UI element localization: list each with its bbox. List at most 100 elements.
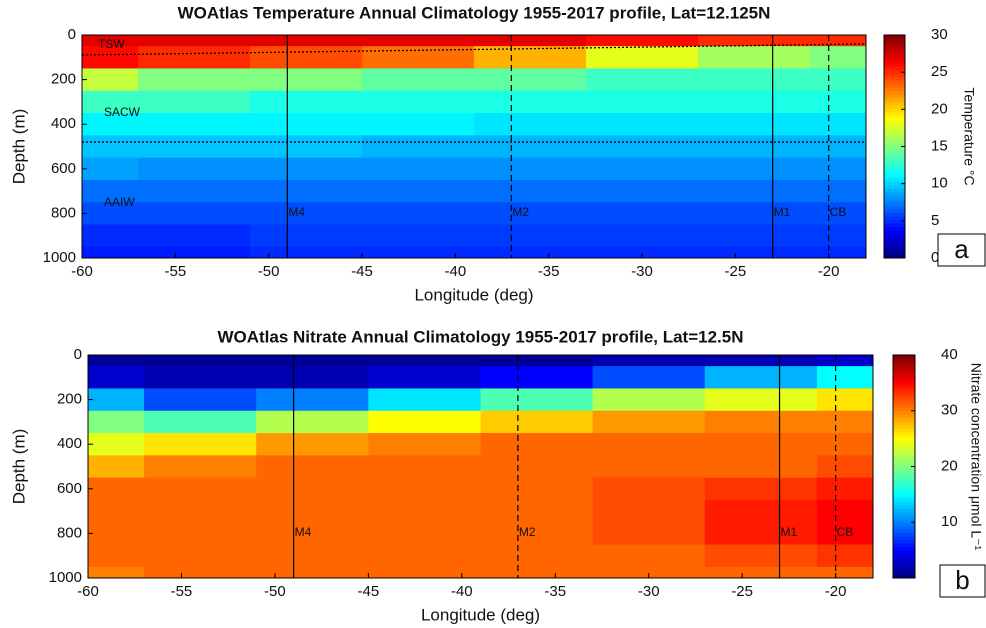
heat-cell xyxy=(474,246,587,259)
x-tick-label: -20 xyxy=(825,583,847,600)
colorbar-step xyxy=(884,233,905,238)
colorbar-step xyxy=(893,483,915,488)
heat-cell xyxy=(250,68,363,92)
heat-cell xyxy=(362,179,475,203)
heat-cell xyxy=(474,157,587,181)
heat-cell xyxy=(362,135,475,159)
colorbar-step xyxy=(884,35,905,39)
heat-cell xyxy=(810,68,867,92)
colorbar-step xyxy=(893,508,915,513)
x-tick-label: -50 xyxy=(258,263,280,280)
colorbar-step xyxy=(884,153,905,158)
colorbar-step xyxy=(893,487,915,492)
colorbar-step xyxy=(893,361,915,366)
heat-cell xyxy=(586,68,699,92)
heat-cell xyxy=(138,246,251,259)
heatmap-cells xyxy=(82,35,867,259)
colorbar-step xyxy=(893,431,915,436)
colorbar-step xyxy=(893,386,915,391)
heat-cell xyxy=(698,113,811,136)
x-tick-label: -60 xyxy=(77,583,99,600)
colorbar-step xyxy=(884,108,905,113)
y-tick-label: 400 xyxy=(57,435,82,452)
colorbar-step xyxy=(884,118,905,123)
heat-cell xyxy=(704,566,818,579)
heat-cell xyxy=(698,35,811,47)
station-label: M4 xyxy=(288,205,305,219)
y-tick-label: 800 xyxy=(51,204,76,221)
colorbar-step xyxy=(884,244,905,248)
colorbar-step xyxy=(893,501,915,506)
colorbar-step xyxy=(893,518,915,523)
heat-cell xyxy=(816,544,874,568)
heat-cell xyxy=(250,90,363,114)
heat-cell xyxy=(704,522,818,546)
colorbar-step xyxy=(893,490,915,495)
station-label: M1 xyxy=(774,205,791,219)
heat-cell xyxy=(592,566,706,579)
colorbar-step xyxy=(884,94,905,99)
colorbar-step xyxy=(893,435,915,440)
colorbar-step xyxy=(893,480,915,485)
colorbar-step xyxy=(893,417,915,422)
heat-cell xyxy=(250,246,363,259)
colorbar-step xyxy=(884,156,905,161)
x-tick-label: -40 xyxy=(451,583,473,600)
heat-cell xyxy=(362,68,475,92)
colorbar-step xyxy=(893,421,915,426)
colorbar-label: Temperature °C xyxy=(961,87,977,185)
x-tick-label: -50 xyxy=(264,583,286,600)
heat-cell xyxy=(816,388,874,412)
colorbar-step xyxy=(893,522,915,527)
colorbar-step xyxy=(884,73,905,78)
colorbar-step xyxy=(884,163,905,168)
colorbar-step xyxy=(893,469,915,474)
y-axis-label: Depth (m) xyxy=(9,109,28,185)
panel-label: a xyxy=(954,234,969,264)
colorbar-step xyxy=(884,59,905,64)
colorbar-step xyxy=(893,442,915,446)
heat-cell xyxy=(592,544,706,568)
colorbar-step xyxy=(884,41,905,46)
heat-cell xyxy=(82,246,139,259)
heat-cell xyxy=(704,544,818,568)
heat-cell xyxy=(144,410,257,434)
colorbar-step xyxy=(884,104,905,109)
heat-cell xyxy=(256,522,369,546)
colorbar-step xyxy=(893,379,915,384)
station-label: M2 xyxy=(512,205,529,219)
chart-title: WOAtlas Temperature Annual Climatology 1… xyxy=(178,3,771,22)
x-axis-label: Longitude (deg) xyxy=(421,605,540,624)
heat-cell xyxy=(88,455,145,479)
heat-cell xyxy=(474,68,587,92)
colorbar-step xyxy=(884,62,905,67)
heat-cell xyxy=(480,388,594,412)
heat-cell xyxy=(256,455,369,479)
colorbar-step xyxy=(884,111,905,116)
heat-cell xyxy=(810,157,867,181)
colorbar-step xyxy=(884,139,905,144)
heat-cell xyxy=(816,366,874,389)
colorbar-step xyxy=(893,560,915,565)
colorbar-step xyxy=(893,574,915,579)
colorbar-step xyxy=(884,230,905,235)
station-label: M2 xyxy=(519,525,536,539)
x-tick-label: -60 xyxy=(71,263,93,280)
heat-cell xyxy=(592,355,706,367)
heat-cell xyxy=(698,46,811,69)
heat-cell xyxy=(82,157,139,181)
heat-cell xyxy=(810,202,867,226)
colorbar-step xyxy=(893,414,915,419)
heat-cell xyxy=(368,455,481,479)
colorbar-step xyxy=(884,76,905,81)
heat-cell xyxy=(82,46,139,69)
heat-cell xyxy=(704,455,818,479)
colorbar-tick-label: 15 xyxy=(931,137,948,154)
heat-cell xyxy=(480,366,594,389)
heat-cell xyxy=(82,224,139,248)
heat-cell xyxy=(368,410,481,434)
heat-cell xyxy=(698,246,811,259)
x-tick-label: -55 xyxy=(171,583,193,600)
heat-cell xyxy=(698,68,811,92)
y-tick-label: 1000 xyxy=(43,249,76,266)
